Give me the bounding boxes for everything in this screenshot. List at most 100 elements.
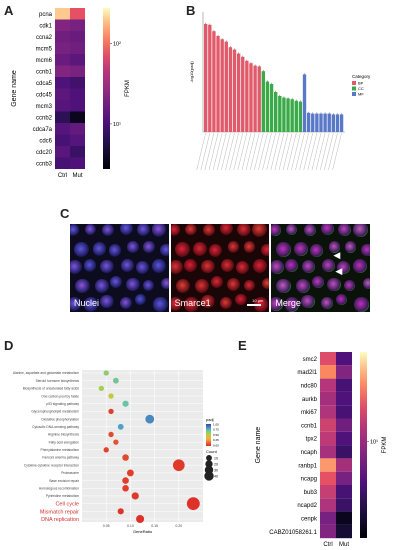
cell-nucleus (108, 243, 122, 257)
cell-nucleus (175, 241, 190, 257)
b-term-label (217, 132, 227, 171)
b-legend-label: MF (358, 92, 364, 97)
panel-label-b: B (186, 3, 196, 18)
cell-nucleus (175, 279, 191, 294)
e-cell (336, 445, 352, 459)
a-cell (70, 146, 85, 158)
cell-nucleus (296, 279, 311, 294)
a-gene-label: cdca7a (33, 127, 53, 133)
b-bar (306, 112, 311, 132)
d-x-tick-label: 0.10 (127, 524, 134, 528)
b-bar (253, 65, 257, 132)
cell-nucleus (303, 224, 316, 236)
b-bar (323, 113, 327, 132)
cell-nucleus (336, 294, 348, 306)
cell-nucleus (311, 276, 324, 289)
d-dot (145, 414, 155, 424)
cell-nucleus (143, 241, 155, 253)
a-gene-label: cdc6 (39, 138, 52, 144)
a-cell (70, 88, 85, 100)
e-cell (336, 418, 352, 432)
a-colorbar-tick-label: 10¹ (113, 122, 121, 128)
e-cell (336, 511, 352, 525)
a-colorbar-label: FPKM (125, 80, 131, 97)
a-column-label: Mut (72, 173, 82, 179)
d-dot (108, 408, 114, 415)
cell-nucleus (119, 224, 133, 236)
d-x-tick-label: 0.05 (103, 524, 110, 528)
b-bar (278, 96, 282, 132)
cell-nucleus (353, 224, 368, 237)
b-term-label (204, 132, 215, 171)
e-cell (320, 511, 336, 525)
cell-nucleus (310, 243, 323, 257)
d-size-legend-dot (204, 465, 214, 475)
a-cell (70, 157, 85, 169)
d-x-tick-label: 0.15 (151, 524, 158, 528)
a-cell (70, 54, 85, 66)
b-term-label (282, 132, 293, 171)
cell-nucleus (221, 259, 235, 273)
cell-nucleus (75, 279, 90, 294)
cell-nucleus (135, 261, 149, 275)
b-bar (290, 99, 294, 132)
e-cell (336, 458, 352, 472)
b-bar (302, 74, 307, 132)
a-gene-label: ccnb1 (36, 69, 53, 75)
b-term-label (208, 132, 219, 171)
a-cell (55, 31, 70, 43)
d-pathway-label: Base excision repair (49, 479, 80, 483)
e-cell (320, 498, 336, 512)
a-cell (70, 123, 85, 135)
b-term-label (250, 132, 260, 171)
cell-nucleus (344, 279, 356, 291)
cell-nucleus (210, 276, 224, 289)
cell-nucleus (119, 297, 132, 310)
cell-nucleus (193, 242, 208, 256)
a-cell (70, 19, 85, 31)
nuclei-image: Nuclei (70, 224, 169, 312)
d-dot (126, 469, 134, 477)
cell-nucleus (236, 261, 250, 275)
cell-nucleus (83, 297, 99, 312)
cell-nucleus (361, 243, 371, 257)
a-cell (55, 88, 70, 100)
d-color-legend-bar (206, 424, 211, 446)
a-cell (55, 65, 70, 77)
d-pathway-label: Phenylalanine metabolism (41, 448, 80, 452)
cell-nucleus (209, 243, 223, 257)
d-dot (122, 477, 129, 484)
cell-nucleus (337, 261, 350, 275)
cell-nucleus (294, 242, 308, 256)
b-bar (265, 81, 270, 132)
panel-label-c: C (60, 206, 70, 221)
a-cell (55, 42, 70, 54)
cell-nucleus (226, 277, 241, 292)
arrowhead-icon: ◀ (335, 266, 343, 276)
e-gene-label: ndc80 (301, 383, 318, 389)
b-term-label (200, 132, 210, 171)
scale-bar (247, 304, 262, 306)
a-cell (70, 100, 85, 112)
d-size-legend-label: 20 (214, 463, 218, 467)
b-bar (212, 31, 216, 133)
d-pathway-label: Fatty acid elongation (49, 440, 80, 444)
b-y-axis-label: -log10(padj) (189, 61, 194, 83)
b-term-label (270, 132, 280, 171)
cell-nucleus (353, 258, 368, 273)
b-term-label (332, 132, 342, 171)
b-bar (311, 113, 315, 132)
cell-nucleus (203, 224, 216, 236)
panel-label-e: E (238, 338, 247, 353)
e-cell (336, 378, 352, 392)
scale-bar-label: 10 µm (252, 298, 264, 303)
d-color-legend-tick: 0.75 (213, 428, 219, 432)
cell-nucleus (243, 279, 255, 291)
a-colorbar (103, 8, 110, 169)
a-gene-label: mcm6 (36, 58, 53, 64)
d-color-legend-tick: 0.25 (213, 438, 219, 442)
cell-nucleus (271, 224, 281, 236)
a-cell (55, 157, 70, 169)
b-term-label (196, 132, 206, 171)
cell-nucleus (354, 297, 369, 312)
